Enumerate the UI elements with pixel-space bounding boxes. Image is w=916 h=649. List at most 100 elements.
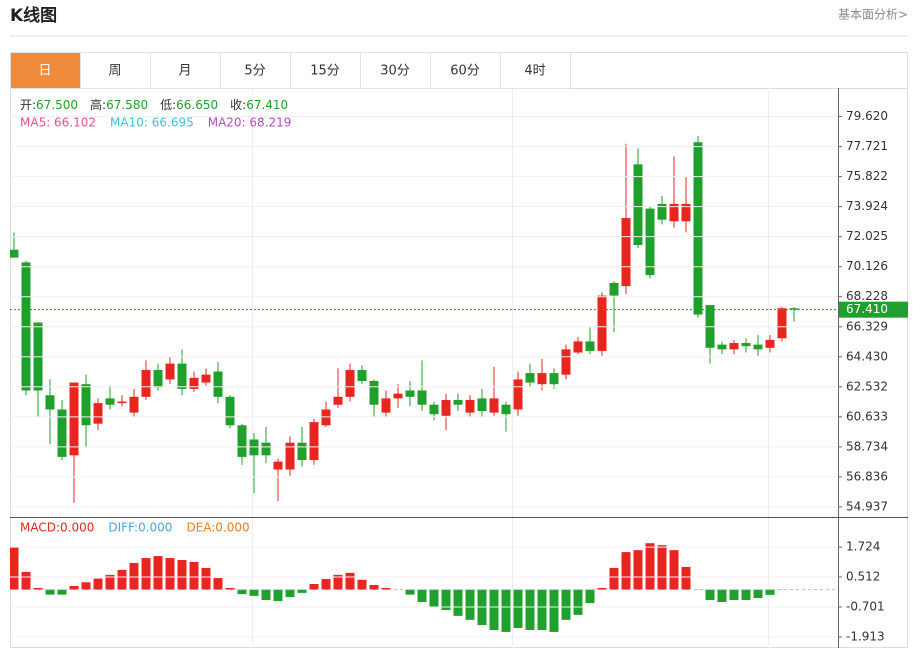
y-tick-label: 0.512: [846, 570, 880, 584]
candle-body: [573, 341, 583, 353]
macd-bar: [225, 587, 235, 590]
candle-body: [237, 425, 247, 457]
y-tick-label: 70.126: [846, 259, 888, 273]
candle-body: [405, 390, 415, 397]
legend-item: DIFF:0.000: [108, 521, 172, 535]
tab-label[interactable]: 日: [38, 64, 51, 79]
candle-body: [453, 399, 463, 405]
candle-body: [441, 399, 451, 416]
macd-bar: [105, 574, 115, 590]
page-title: K线图: [10, 5, 57, 26]
macd-bar: [573, 589, 583, 615]
candle-body: [417, 390, 427, 405]
y-tick-label: -1.913: [846, 629, 885, 643]
tab[interactable]: [150, 52, 221, 89]
candle-body: [633, 164, 643, 245]
legend-item: DEA:0.000: [186, 521, 249, 535]
candle-body: [585, 341, 595, 351]
tab[interactable]: [500, 52, 571, 89]
tab-label[interactable]: 月: [178, 64, 191, 79]
macd-bar: [465, 589, 475, 620]
info-value: 66.650: [176, 98, 218, 112]
candle-body: [105, 398, 115, 405]
macd-bar: [177, 560, 187, 590]
candle-body: [189, 377, 199, 389]
macd-bar: [273, 589, 283, 602]
info-value: 67.410: [246, 98, 288, 112]
candle-body: [285, 442, 295, 470]
macd-bar: [633, 550, 643, 590]
link[interactable]: 基本面分析>: [838, 8, 908, 22]
macd-bar: [561, 589, 571, 620]
info-label: 开:: [20, 98, 36, 112]
candle-body: [381, 398, 391, 413]
candle-body: [297, 442, 307, 461]
candle-body: [45, 395, 55, 410]
macd-bar: [69, 585, 79, 590]
y-tick-label: 66.329: [846, 319, 888, 333]
macd-bar: [705, 589, 715, 601]
tab-label[interactable]: 15分: [310, 64, 340, 79]
tab[interactable]: [80, 52, 151, 89]
candle-body: [681, 203, 691, 222]
info-label: 收:: [230, 98, 246, 112]
candle-body: [165, 363, 175, 380]
macd-bar: [261, 589, 271, 601]
info-label: 高:: [90, 97, 106, 112]
tab-label[interactable]: 30分: [380, 64, 410, 79]
candle-body: [609, 282, 619, 296]
candle-body: [477, 398, 487, 412]
y-tick-label: 64.430: [846, 349, 888, 363]
macd-bar: [489, 589, 499, 630]
y-tick-label: 56.836: [846, 469, 888, 483]
y-tick-label: 62.532: [846, 379, 888, 393]
macd-bar: [93, 578, 103, 590]
tab-label[interactable]: 4时: [524, 64, 545, 79]
candle-body: [357, 369, 367, 381]
candle-body: [657, 203, 667, 220]
candle-body: [561, 349, 571, 375]
macd-bar: [681, 566, 691, 590]
tab[interactable]: [10, 52, 81, 89]
candle-body: [693, 142, 703, 315]
tab-label[interactable]: 60分: [450, 64, 480, 79]
tab-label[interactable]: 5分: [244, 64, 265, 79]
macd-bar: [417, 589, 427, 603]
macd-bar: [657, 545, 667, 590]
candle-body: [549, 373, 559, 385]
candle-body: [765, 339, 775, 348]
y-tick-label: 79.620: [846, 109, 888, 123]
y-tick-label: 73.924: [846, 199, 888, 213]
y-tick-label: -0.701: [846, 599, 885, 613]
macd-bar: [453, 589, 463, 616]
candle-body: [513, 379, 523, 410]
macd-bar: [285, 589, 295, 598]
macd-bar: [165, 558, 175, 590]
candle-body: [777, 308, 787, 339]
macd-bar: [333, 574, 343, 590]
legend-item: MA10: 66.695: [110, 116, 194, 130]
last-price-label: 67.410: [846, 302, 888, 316]
candle-body: [10, 249, 19, 258]
candle-body: [249, 439, 259, 456]
tab-label[interactable]: 周: [108, 64, 121, 79]
macd-bar: [549, 589, 559, 632]
info-value: 67.500: [36, 98, 78, 112]
tab[interactable]: [290, 52, 361, 89]
candle-body: [153, 369, 163, 388]
y-tick-label: 54.937: [846, 499, 888, 513]
macd-bar: [729, 589, 739, 601]
candle-body: [393, 393, 403, 399]
macd-bar: [321, 579, 331, 590]
candle-body: [309, 422, 319, 461]
macd-bar: [249, 589, 259, 596]
candle-body: [345, 369, 355, 397]
plot: [10, 135, 799, 632]
y-tick-label: 77.721: [846, 139, 888, 153]
y-tick-label: 72.025: [846, 229, 888, 243]
candle-body: [273, 461, 283, 470]
macd-bar: [45, 589, 55, 595]
macd-bar: [10, 547, 19, 590]
legend-item: MA20: 68.219: [208, 116, 292, 130]
macd-bar: [537, 589, 547, 630]
